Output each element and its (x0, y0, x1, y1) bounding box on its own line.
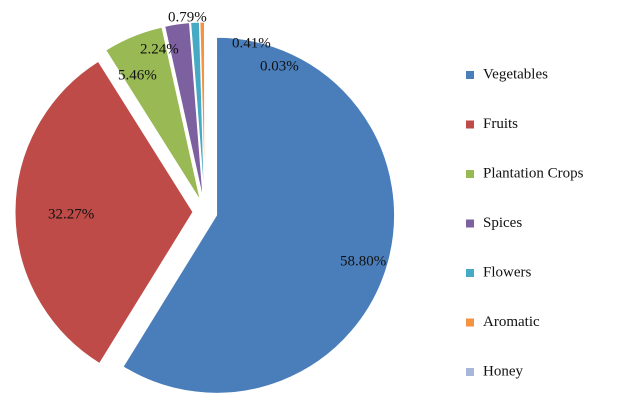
legend-swatch (466, 219, 474, 228)
slice-label: 0.79% (168, 9, 207, 25)
legend-label: Aromatic (483, 314, 540, 330)
legend-label: Fruits (483, 116, 518, 132)
slice-label: 32.27% (48, 206, 94, 222)
legend-label: Flowers (483, 264, 531, 280)
pie-slice (164, 22, 204, 201)
pie-slice (14, 60, 194, 365)
legend-label: Spices (483, 215, 522, 231)
slice-label: 2.24% (140, 41, 179, 57)
legend-swatch (466, 368, 474, 376)
pie-slice (122, 36, 395, 394)
slice-label: 0.41% (232, 35, 271, 51)
legend-swatch (466, 120, 474, 129)
slice-label: 0.03% (260, 58, 299, 74)
legend-swatch (466, 318, 474, 327)
legend-swatch (466, 71, 474, 79)
legend-label: Vegetables (483, 66, 548, 82)
legend-label: Plantation Crops (483, 165, 584, 181)
slice-label: 58.80% (340, 253, 386, 269)
legend-label: Honey (483, 363, 523, 379)
legend-swatch (466, 170, 474, 178)
pie-slice (105, 26, 201, 202)
slice-label: 5.46% (118, 67, 157, 83)
legend-swatch (466, 269, 474, 277)
